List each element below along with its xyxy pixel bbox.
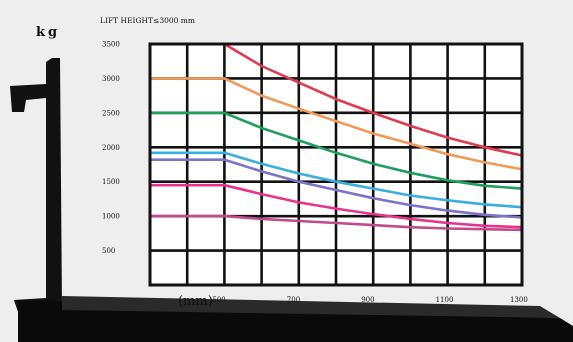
y-tick-label: 500	[102, 247, 115, 255]
series-line-5	[148, 158, 524, 219]
plot-frame	[148, 42, 524, 287]
x-tick-label: 1300	[510, 296, 528, 304]
x-tick-label: 900	[361, 296, 374, 304]
x-tick-label: 500	[212, 296, 225, 304]
x-tick-label: 1100	[436, 296, 454, 304]
fork-blade-highlight	[62, 296, 560, 318]
x-tick-label: 700	[287, 296, 300, 304]
y-tick-label: 3500	[102, 41, 120, 49]
x-unit-label: (mm)	[178, 294, 213, 309]
y-tick-label: 1500	[102, 178, 120, 186]
y-tick-label: 1000	[102, 213, 120, 221]
series-line-1	[148, 42, 524, 157]
fork-hook	[10, 84, 46, 112]
series-line-7	[148, 214, 524, 232]
y-tick-label: 3000	[102, 75, 120, 83]
chart-series	[148, 42, 524, 232]
y-tick-label: 2000	[102, 144, 120, 152]
fork-mast	[14, 58, 62, 312]
series-line-3	[148, 111, 524, 190]
series-line-6	[148, 183, 524, 229]
series-line-2	[148, 77, 524, 171]
y-tick-label: 2500	[102, 109, 120, 117]
chart-ticks: 500 1000 1500 2000 2500 3000 3500 500 700 900 1100…	[102, 41, 528, 305]
series-line-4	[148, 151, 524, 209]
chart-title: LIFT HEIGHT≤3000 mm	[100, 16, 195, 25]
y-unit-label: kg	[36, 25, 60, 40]
forklift-illustration	[10, 58, 573, 342]
